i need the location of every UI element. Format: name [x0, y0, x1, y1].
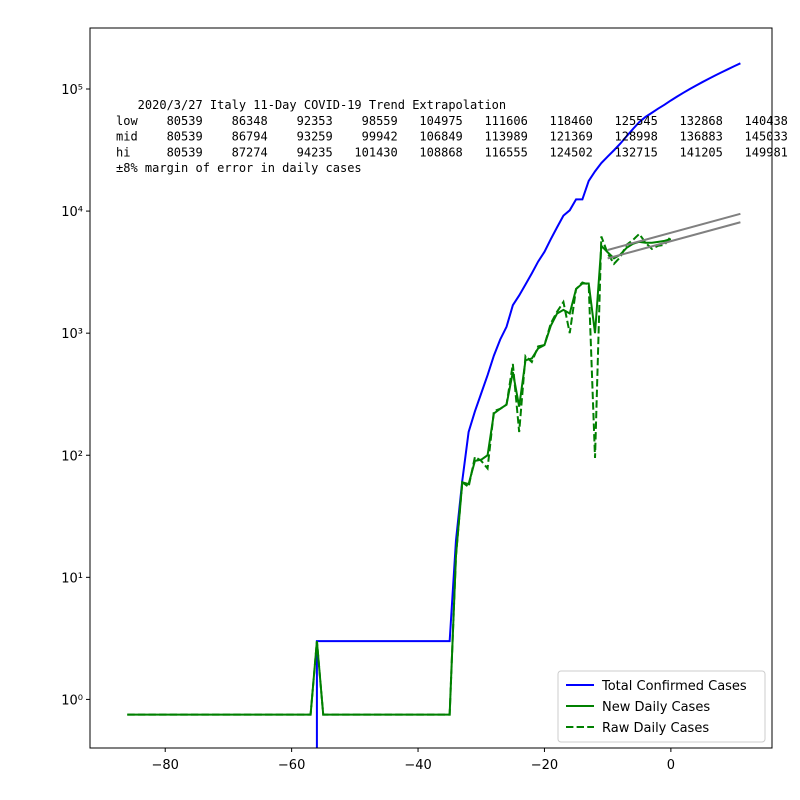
annotation-line: ±8% margin of error in daily cases [116, 161, 362, 175]
legend-box [557, 670, 766, 743]
legend-label: Total Confirmed Cases [601, 679, 747, 694]
y-tick-label: 10² [61, 449, 83, 464]
y-tick-label: 10⁰ [61, 693, 83, 708]
legend-label: Raw Daily Cases [602, 721, 709, 736]
legend-label: New Daily Cases [602, 700, 710, 715]
x-tick-label: −80 [151, 758, 178, 773]
y-tick-label: 10³ [61, 327, 83, 342]
trend-line [607, 212, 741, 251]
y-tick-label: 10⁴ [61, 205, 83, 220]
annotation-line: 2020/3/27 Italy 11-Day COVID-19 Trend Ex… [116, 98, 506, 112]
x-tick-label: 0 [667, 758, 675, 773]
x-tick-label: −60 [278, 758, 305, 773]
y-tick-label: 10⁵ [61, 83, 83, 98]
trend-line [607, 221, 741, 260]
annotation-line: low 80539 86348 92353 98559 104975 11160… [116, 114, 800, 128]
x-tick-label: −40 [404, 758, 431, 773]
series-line [127, 232, 672, 716]
y-tick-label: 10¹ [61, 571, 83, 586]
annotation-line: mid 80539 86794 93259 99942 106849 11398… [116, 130, 800, 144]
series-line [315, 62, 741, 748]
x-tick-label: −20 [531, 758, 558, 773]
plot-area [127, 62, 741, 748]
axes-frame [89, 27, 773, 749]
annotation-line: hi 80539 87274 94235 101430 108868 11655… [116, 145, 800, 159]
